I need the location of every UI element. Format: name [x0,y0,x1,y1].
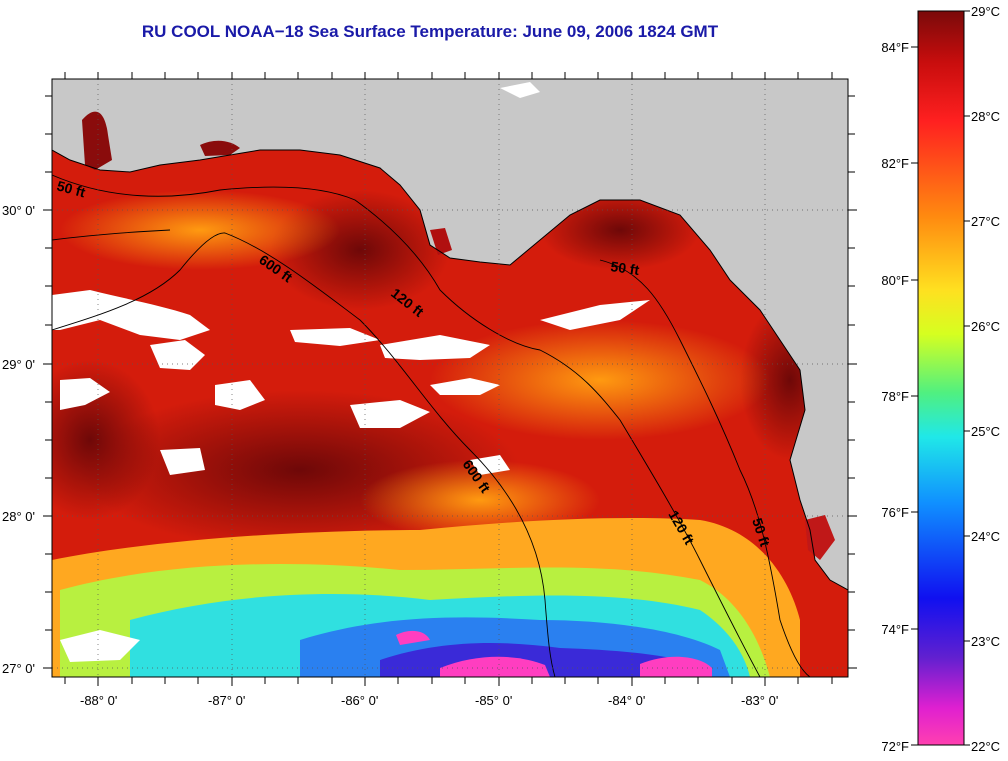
lon-label: -83° 0' [741,693,778,708]
celsius-label: 22°C [971,739,1000,754]
lon-label: -87° 0' [208,693,245,708]
celsius-label: 23°C [971,634,1000,649]
celsius-label: 24°C [971,529,1000,544]
axis-ticks [43,72,857,686]
fahrenheit-label: 84°F [881,40,909,55]
lat-label: 30° 0' [2,203,35,218]
map-title: RU COOL NOAA−18 Sea Surface Temperature:… [141,22,719,41]
celsius-label: 29°C [971,4,1000,19]
contour-label: 50 ft [55,177,87,200]
lat-label: 28° 0' [2,509,35,524]
celsius-label: 27°C [971,214,1000,229]
map-area: 50 ft 600 ft 120 ft 50 ft 600 ft 120 ft … [52,79,848,677]
lon-label: -86° 0' [341,693,378,708]
isobath-50ft [52,229,811,677]
lat-label: 29° 0' [2,357,35,372]
celsius-label: 25°C [971,424,1000,439]
lon-label: -85° 0' [475,693,512,708]
lon-label: -88° 0' [80,693,117,708]
lat-label: 27° 0' [2,661,35,676]
isobath-600ft [52,232,556,677]
lon-label: -84° 0' [608,693,645,708]
colorbar-gradient [917,10,965,746]
celsius-label: 26°C [971,319,1000,334]
land-mass [52,79,848,590]
celsius-label: 28°C [971,109,1000,124]
fahrenheit-label: 72°F [881,739,909,754]
isobath-120ft [52,174,761,677]
fahrenheit-label: 78°F [881,389,909,404]
fahrenheit-label: 76°F [881,505,909,520]
contour-label: 50 ft [610,258,641,278]
map-frame [51,78,849,678]
colorbar: 84°F 82°F 80°F 78°F 76°F 74°F 72°F 29°C … [881,4,1000,754]
fahrenheit-label: 80°F [881,273,909,288]
fahrenheit-label: 74°F [881,622,909,637]
fahrenheit-label: 82°F [881,156,909,171]
